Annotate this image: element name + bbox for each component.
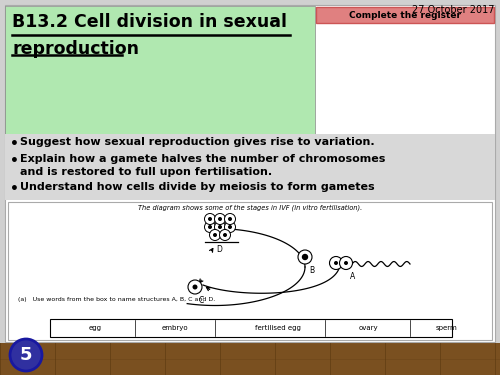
Circle shape (192, 285, 198, 290)
Circle shape (210, 230, 220, 240)
Circle shape (10, 339, 42, 371)
Circle shape (213, 233, 217, 237)
Text: 5: 5 (20, 346, 32, 364)
Text: C: C (199, 296, 204, 305)
Bar (8, 202, 492, 340)
Text: Explain how a gamete halves the number of chromosomes: Explain how a gamete halves the number o… (20, 154, 386, 164)
Text: •: • (10, 137, 19, 151)
Text: and is restored to full upon fertilisation.: and is restored to full upon fertilisati… (20, 167, 272, 177)
Bar (5, 134, 495, 200)
Circle shape (344, 261, 348, 265)
Circle shape (204, 213, 216, 225)
Text: •: • (10, 182, 19, 196)
Text: reproduction: reproduction (12, 40, 139, 58)
Circle shape (224, 213, 235, 225)
Text: B: B (309, 266, 314, 275)
Bar (316, 7, 494, 23)
Circle shape (214, 213, 226, 225)
Bar (5, 6, 315, 134)
Bar (50, 319, 452, 337)
Text: (a)   Use words from the box to name structures A, B, C and D.: (a) Use words from the box to name struc… (18, 297, 215, 302)
Circle shape (208, 225, 212, 229)
Circle shape (340, 256, 352, 270)
Text: The diagram shows some of the stages in IVF (in vitro fertilisation).: The diagram shows some of the stages in … (138, 204, 362, 211)
Circle shape (218, 225, 222, 229)
Text: Understand how cells divide by meiosis to form gametes: Understand how cells divide by meiosis t… (20, 182, 374, 192)
Text: 27 October 2017: 27 October 2017 (412, 5, 494, 15)
Circle shape (298, 250, 312, 264)
Circle shape (302, 255, 308, 260)
Circle shape (188, 280, 202, 294)
Text: ovary: ovary (358, 325, 378, 331)
Text: fertilised egg: fertilised egg (255, 325, 301, 331)
Text: •: • (10, 154, 19, 168)
Circle shape (330, 256, 342, 270)
Circle shape (223, 233, 227, 237)
Circle shape (228, 225, 232, 229)
Circle shape (208, 217, 212, 221)
Text: embryo: embryo (162, 325, 188, 331)
Text: Suggest how sexual reproduction gives rise to variation.: Suggest how sexual reproduction gives ri… (20, 137, 374, 147)
Bar (5, 5, 495, 342)
Circle shape (204, 222, 216, 232)
Text: B13.2 Cell division in sexual: B13.2 Cell division in sexual (12, 13, 287, 31)
Bar (0, 343, 500, 375)
Text: Complete the register: Complete the register (349, 10, 461, 20)
Text: sperm: sperm (436, 325, 458, 331)
Circle shape (220, 230, 230, 240)
Circle shape (224, 222, 235, 232)
Circle shape (214, 222, 226, 232)
Circle shape (218, 217, 222, 221)
Text: D: D (216, 245, 222, 254)
Text: A: A (350, 272, 355, 281)
Text: egg: egg (88, 325, 102, 331)
Circle shape (228, 217, 232, 221)
Circle shape (334, 261, 338, 265)
